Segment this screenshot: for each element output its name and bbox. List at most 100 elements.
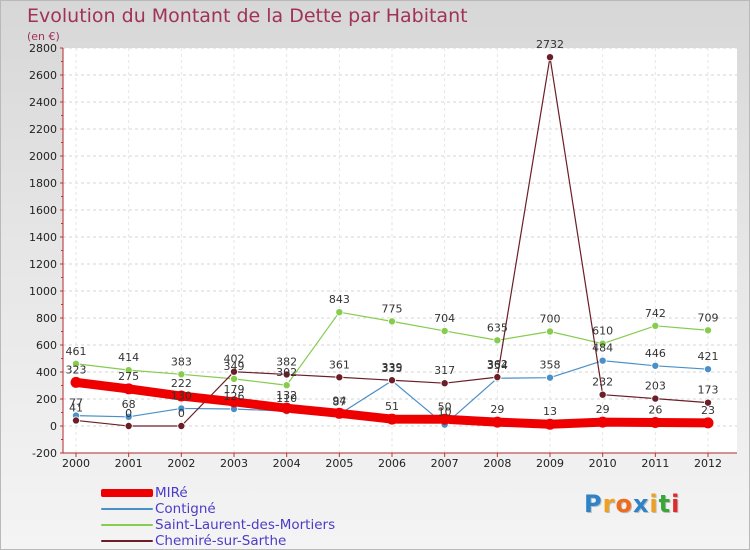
data-label: 126 <box>224 390 245 403</box>
data-point <box>124 366 133 375</box>
data-label: 775 <box>382 302 403 315</box>
y-tick-label: -200 <box>32 447 57 460</box>
x-tick-label: 2006 <box>378 457 406 470</box>
data-label: 358 <box>540 359 561 372</box>
data-point <box>335 308 344 317</box>
data-label: 421 <box>698 350 719 363</box>
data-point <box>546 327 555 336</box>
data-label: 203 <box>645 380 666 393</box>
data-point <box>387 317 396 326</box>
data-point <box>546 53 555 62</box>
logo-letter: r <box>602 490 616 518</box>
data-point <box>175 390 187 402</box>
data-label: 323 <box>66 363 87 376</box>
data-point <box>229 367 238 376</box>
data-label: 173 <box>698 384 719 397</box>
logo-letter: P <box>584 490 603 518</box>
data-point <box>546 373 555 382</box>
y-tick-label: 0 <box>50 420 57 433</box>
data-point <box>229 374 238 383</box>
x-tick-label: 2004 <box>273 457 301 470</box>
data-label: 382 <box>276 355 297 368</box>
data-label: 843 <box>329 293 350 306</box>
data-point <box>598 356 607 365</box>
data-point <box>70 376 82 388</box>
data-label: 29 <box>490 403 504 416</box>
data-label: 317 <box>434 364 455 377</box>
chart-subtitle: (en €) <box>27 30 60 43</box>
legend-item: Saint-Laurent-des-Mortiers <box>101 517 361 533</box>
y-tick-label: 200 <box>36 393 57 406</box>
data-point <box>228 396 240 408</box>
legend-swatch <box>101 508 153 510</box>
data-point <box>544 418 556 430</box>
data-point <box>491 416 503 428</box>
line-chart: -200020040060080010001200140016001800200… <box>29 38 737 470</box>
y-tick-label: 800 <box>36 312 57 325</box>
data-label: 700 <box>540 313 561 326</box>
data-label: 461 <box>66 345 87 358</box>
data-point <box>598 390 607 399</box>
data-label: 77 <box>69 397 83 410</box>
data-label: 383 <box>171 355 192 368</box>
proxiti-logo: Proxiti <box>584 490 680 518</box>
data-point <box>177 421 186 430</box>
data-point <box>440 379 449 388</box>
data-point <box>124 421 133 430</box>
data-label: 23 <box>701 404 715 417</box>
legend-item: MIRé <box>101 485 361 501</box>
data-point <box>598 339 607 348</box>
data-point <box>282 381 291 390</box>
data-label: 0 <box>125 407 132 420</box>
data-label: 110 <box>276 392 297 405</box>
data-point <box>335 373 344 382</box>
data-label: 402 <box>224 353 245 366</box>
data-point <box>493 373 502 382</box>
data-point <box>493 336 502 345</box>
x-tick-label: 2008 <box>483 457 511 470</box>
y-tick-label: 1400 <box>29 231 57 244</box>
data-label: 635 <box>487 321 508 334</box>
legend-swatch <box>101 524 153 526</box>
y-tick-label: 400 <box>36 366 57 379</box>
data-label: 709 <box>698 311 719 324</box>
data-point <box>281 402 293 414</box>
data-label: 275 <box>118 370 139 383</box>
x-tick-label: 2002 <box>167 457 195 470</box>
data-label: 132 <box>276 389 297 402</box>
data-point <box>72 416 81 425</box>
legend-item: Chemiré-sur-Sarthe <box>101 533 361 549</box>
data-label: 13 <box>543 405 557 418</box>
legend-label: Contigné <box>155 501 216 517</box>
legend-swatch <box>101 489 153 497</box>
y-tick-label: 2400 <box>29 96 57 109</box>
x-tick-label: 2012 <box>694 457 722 470</box>
logo-letter: o <box>615 490 633 518</box>
data-label: 41 <box>69 401 83 414</box>
data-label: 0 <box>178 407 185 420</box>
legend-label: Chemiré-sur-Sarthe <box>155 533 287 549</box>
data-point <box>72 359 81 368</box>
data-label: 349 <box>224 360 245 373</box>
x-tick-label: 2003 <box>220 457 248 470</box>
data-label: 446 <box>645 347 666 360</box>
x-tick-label: 2011 <box>641 457 669 470</box>
data-label: 232 <box>592 376 613 389</box>
data-point <box>177 404 186 413</box>
data-label: 302 <box>276 366 297 379</box>
data-label: 361 <box>329 358 350 371</box>
x-tick-label: 2000 <box>62 457 90 470</box>
data-label: 29 <box>596 403 610 416</box>
data-label: 704 <box>434 312 455 325</box>
data-point <box>597 416 609 428</box>
logo-letter: t <box>658 490 672 518</box>
y-tick-label: 1200 <box>29 258 57 271</box>
legend-label: Saint-Laurent-des-Mortiers <box>155 517 336 533</box>
data-point <box>387 376 396 385</box>
chart-legend: MIRé Contigné Saint-Laurent-des-Mortiers… <box>101 485 361 549</box>
data-point <box>439 413 451 425</box>
data-point <box>123 383 135 395</box>
y-tick-label: 1000 <box>29 285 57 298</box>
data-label: 50 <box>438 400 452 413</box>
data-point <box>651 321 660 330</box>
